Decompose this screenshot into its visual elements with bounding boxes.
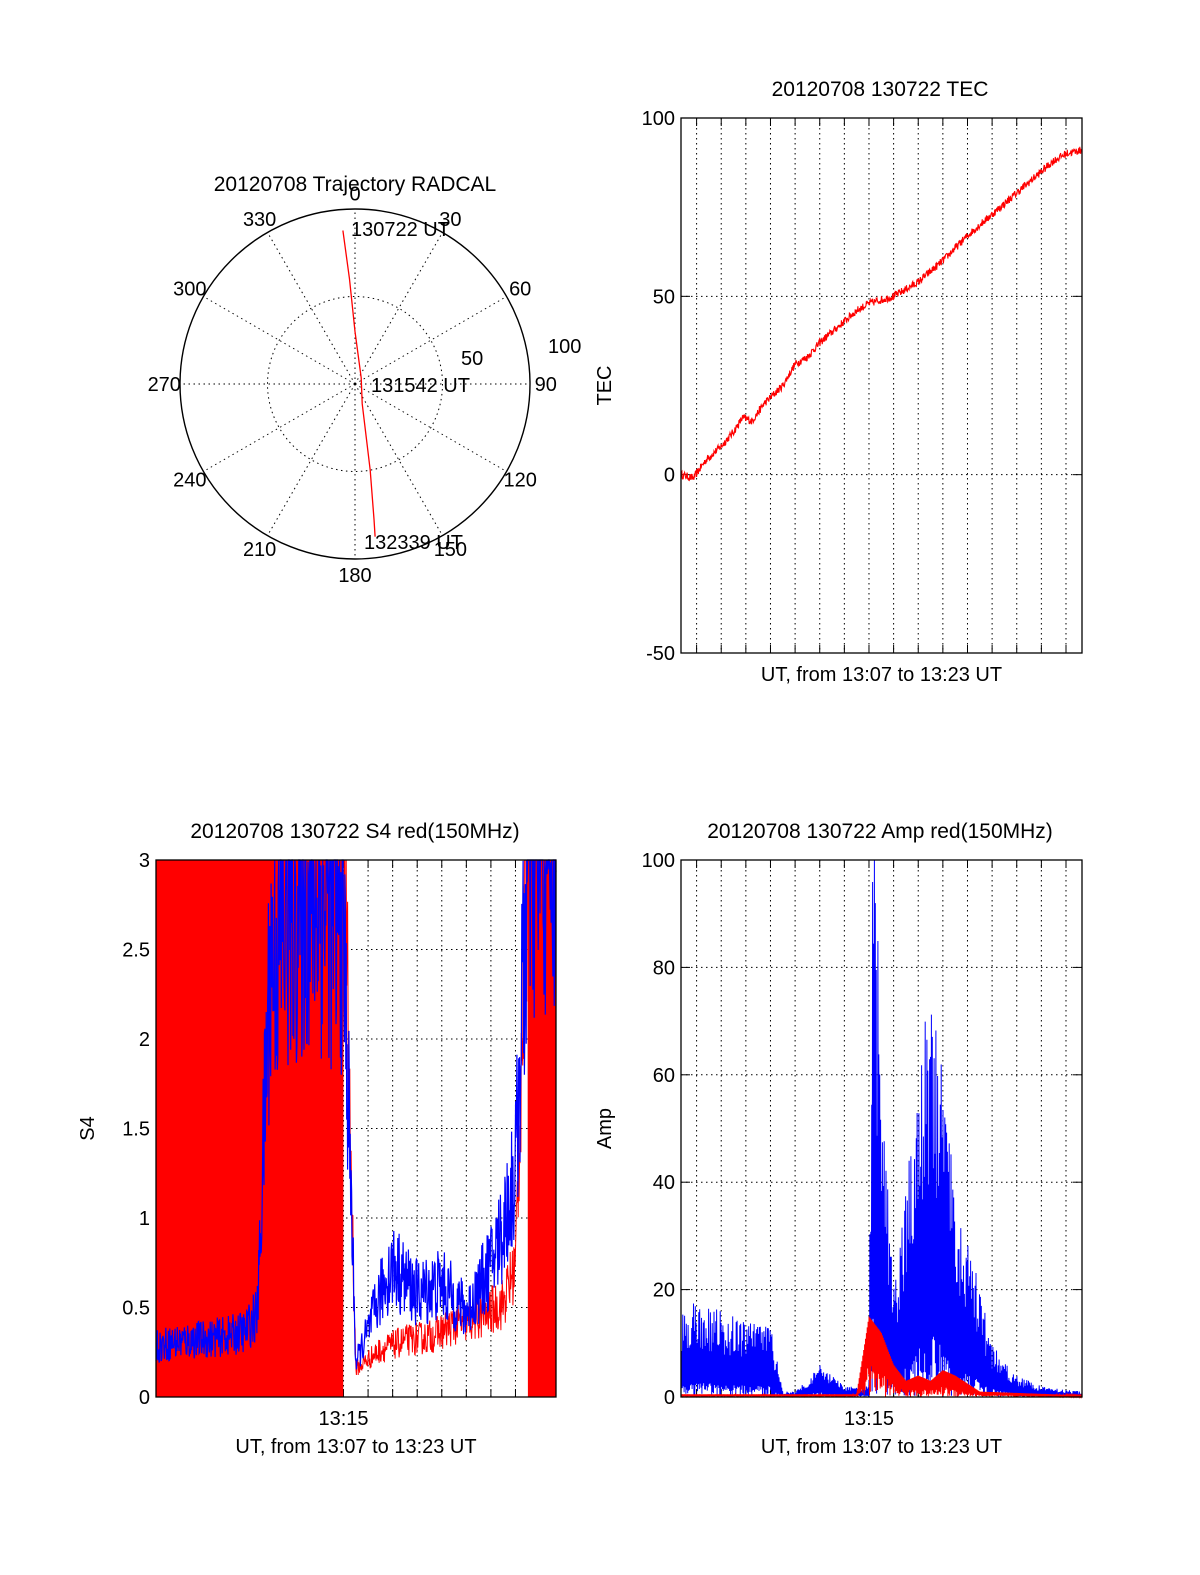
tec-y-ticks: -50 0 50 100 [642,108,675,665]
y-tick-label-3: 3 [139,850,150,872]
polar-spoke-30 [354,232,443,385]
y-tick-label--50: -50 [646,643,675,665]
amp-red-series-line [680,1316,1083,1399]
polar-spoke-60 [354,296,507,385]
polar-spoke-300 [203,296,356,385]
polar-panel: 20120708 Trajectory RADCAL 0 30 60 90 120 150… [148,173,582,587]
polar-spoke-240 [203,383,356,472]
y-tick-label-0: 0 [139,1387,150,1409]
polar-angle-label-150: 150 [434,539,467,561]
polar-trajectory-line [342,230,376,537]
tec-panel: 20120708 130722 TEC -50 0 50 100 TEC UT, fr… [594,78,1083,686]
polar-spoke-210 [267,383,356,536]
amp-plot-frame [680,859,1083,1398]
s4-x-tick-label: 13:15 [318,1408,368,1430]
polar-angle-label-30: 30 [439,209,461,231]
polar-inner-circle [267,296,443,472]
amp-x-label: UT, from 13:07 to 13:23 UT [761,1436,1002,1458]
polar-angle-label-270: 270 [148,374,181,396]
polar-angle-label-210: 210 [243,539,276,561]
y-tick-label-100: 100 [642,850,675,872]
polar-angle-ticks: 0 30 60 90 120 150 180 210 240 270 300 330 [148,183,557,587]
polar-angle-label-60: 60 [509,279,531,301]
polar-angle-label-240: 240 [173,469,206,491]
polar-spoke-330 [267,232,356,385]
s4-y-ticks: 0 0.5 1 1.5 2 2.5 3 [122,850,150,1409]
y-tick-label-2: 2 [139,1029,150,1051]
y-tick-label-100: 100 [642,108,675,130]
polar-angle-label-90: 90 [535,374,557,396]
polar-angle-label-0: 0 [349,183,360,205]
tec-plot-frame [680,117,1083,654]
y-tick-label-60: 60 [653,1065,675,1087]
polar-start-time-label: 130722 UT [351,219,450,241]
tec-grid [681,117,1082,654]
y-tick-label-2.5: 2.5 [122,940,150,962]
polar-spoke-150 [354,383,443,536]
y-tick-label-20: 20 [653,1280,675,1302]
tec-title: 20120708 130722 TEC [772,78,989,101]
polar-angle-label-180: 180 [338,565,371,587]
s4-title: 20120708 130722 S4 red(150MHz) [190,820,519,843]
polar-spoke-120 [354,383,507,472]
y-tick-label-40: 40 [653,1172,675,1194]
polar-radius-tick-50: 50 [461,348,483,370]
polar-angle-label-120: 120 [504,469,537,491]
tec-series-line [680,146,1083,482]
y-tick-label-0: 0 [664,465,675,487]
y-tick-label-0.5: 0.5 [122,1298,150,1320]
y-tick-label-80: 80 [653,957,675,979]
amp-y-label: Amp [594,1108,616,1149]
polar-outer-circle [179,208,531,560]
amp-panel: 20120708 130722 Amp red(150MHz) 0 20 40 60 8… [594,820,1083,1458]
polar-end-time-label: 132339 UT [364,532,463,554]
s4-y-label: S4 [77,1116,99,1140]
y-tick-label-50: 50 [653,286,675,308]
polar-angle-label-300: 300 [173,279,206,301]
polar-radius-tick-100: 100 [548,336,581,358]
amp-blue-series-line [680,859,1083,1398]
y-tick-label-1: 1 [139,1208,150,1230]
s4-plot-frame [155,859,557,1398]
polar-title: 20120708 Trajectory RADCAL [214,173,497,196]
s4-x-label: UT, from 13:07 to 13:23 UT [235,1436,476,1458]
s4-panel: 20120708 130722 S4 red(150MHz) 0 0.5 1 1.5 2… [77,820,557,1458]
polar-mid-time-label: 131542 UT [371,375,470,397]
polar-grid [179,208,531,560]
tec-x-label: UT, from 13:07 to 13:23 UT [761,664,1002,686]
y-tick-label-1.5: 1.5 [122,1119,150,1141]
amp-y-ticks: 0 20 40 60 80 100 [642,850,675,1409]
amp-title: 20120708 130722 Amp red(150MHz) [707,820,1053,843]
polar-angle-label-330: 330 [243,209,276,231]
s4-blue-series-line [155,859,557,1370]
y-tick-label-0: 0 [664,1387,675,1409]
tec-y-label: TEC [594,366,616,406]
amp-x-tick-label: 13:15 [844,1408,894,1430]
